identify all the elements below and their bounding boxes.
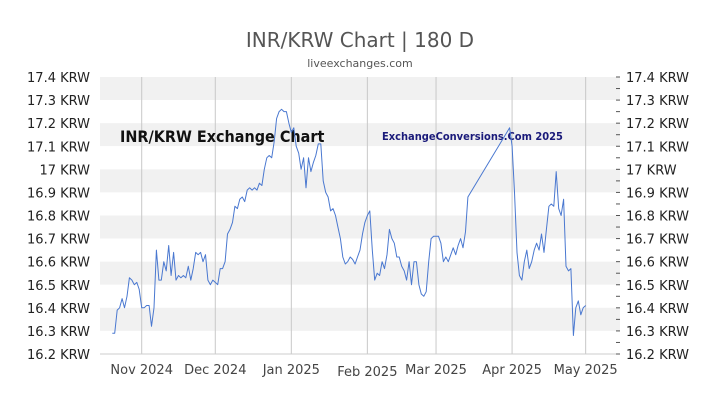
y-tick-label-left: 17.2 KRW — [27, 117, 90, 132]
y-tick-label-right: 17.2 KRW — [626, 117, 689, 132]
grid-band — [100, 215, 620, 239]
x-tick-label: Feb 2025 — [337, 365, 397, 380]
grid-band — [100, 261, 620, 285]
y-tick-label-right: 16.5 KRW — [626, 279, 689, 294]
grid-band — [100, 146, 620, 170]
y-tick-label-right: 16.8 KRW — [626, 210, 689, 225]
chart-title: INR/KRW Chart | 180 D — [246, 28, 474, 52]
x-axis: Nov 2024 Dec 2024 Jan 2025 Feb 2025 Mar 2025… — [110, 363, 617, 380]
y-tick-label-right: 17.4 KRW — [626, 71, 689, 86]
x-tick-label: Jan 2025 — [262, 363, 320, 378]
y-tick-label-right: 16.3 KRW — [626, 325, 689, 340]
x-tick-label: Mar 2025 — [405, 363, 467, 378]
y-tick-label-left: 17 KRW — [39, 163, 90, 178]
y-axis-right: 17.4 KRW 17.3 KRW 17.2 KRW 17.1 KRW 17 KRW 16… — [616, 71, 689, 363]
y-axis-left: 17.4 KRW 17.3 KRW 17.2 KRW 17.1 KRW 17 KRW 16… — [27, 71, 90, 363]
x-tick-label: Apr 2025 — [482, 363, 542, 378]
y-tick-label-right: 16.4 KRW — [626, 302, 689, 317]
y-tick-label-right: 16.7 KRW — [626, 233, 689, 248]
y-tick-label-left: 16.8 KRW — [27, 210, 90, 225]
y-tick-label-left: 16.5 KRW — [27, 279, 90, 294]
y-tick-label-left: 17.1 KRW — [27, 140, 90, 155]
y-tick-label-left: 17.4 KRW — [27, 71, 90, 86]
grid-band — [100, 307, 620, 331]
series-line — [112, 108, 587, 336]
x-tick-label: Nov 2024 — [110, 363, 173, 378]
y-tick-label-right: 17.3 KRW — [626, 94, 689, 109]
y-tick-label-right: 17 KRW — [626, 163, 677, 178]
y-tick-label-left: 16.7 KRW — [27, 233, 90, 248]
y-tick-label-left: 17.3 KRW — [27, 94, 90, 109]
y-tick-label-right: 16.6 KRW — [626, 256, 689, 271]
y-tick-label-left: 16.2 KRW — [27, 348, 90, 363]
grid-band — [100, 100, 620, 124]
y-tick-label-left: 16.3 KRW — [27, 325, 90, 340]
x-tick-label: May 2025 — [554, 363, 618, 378]
grid-bands — [100, 77, 620, 354]
grid-band — [100, 123, 620, 147]
y-tick-label-right: 16.2 KRW — [626, 348, 689, 363]
grid-band — [100, 330, 620, 354]
watermark-left: INR/KRW Exchange Chart — [120, 127, 324, 146]
grid-band — [100, 77, 620, 101]
y-tick-label-left: 16.6 KRW — [27, 256, 90, 271]
grid-band — [100, 284, 620, 308]
y-tick-label-left: 16.4 KRW — [27, 302, 90, 317]
y-tick-label-right: 17.1 KRW — [626, 140, 689, 155]
grid-band — [100, 192, 620, 216]
y-tick-label-left: 16.9 KRW — [27, 186, 90, 201]
x-tick-label: Dec 2024 — [184, 363, 246, 378]
y-tick-label-right: 16.9 KRW — [626, 186, 689, 201]
watermark-right: ExchangeConversions.Com 2025 — [382, 130, 563, 143]
grid-band — [100, 169, 620, 193]
chart-subtitle: liveexchanges.com — [307, 57, 412, 70]
